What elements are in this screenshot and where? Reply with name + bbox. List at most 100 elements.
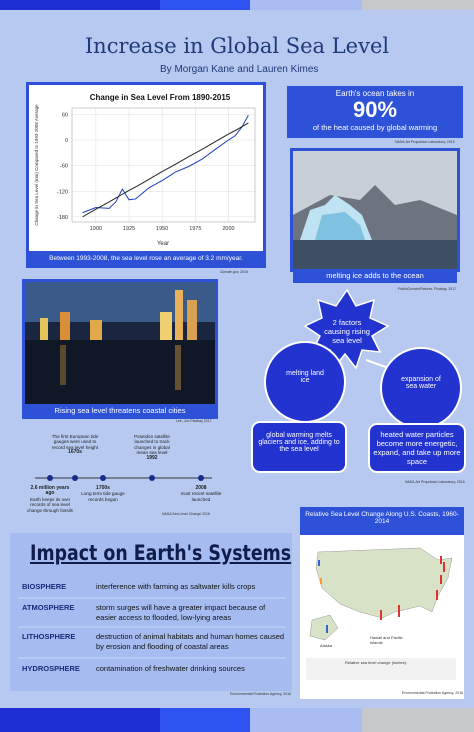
plot-frame — [71, 107, 256, 223]
map-label: Alaska — [320, 643, 333, 648]
map-legend — [306, 658, 456, 680]
stripe — [160, 708, 250, 732]
fact-box — [287, 86, 463, 138]
title: Increase in Global Sea Level — [84, 34, 390, 58]
box — [251, 421, 347, 473]
event-date: 2.6 million years ago — [30, 485, 70, 497]
factors-title: 2 factors causing rising sea level — [324, 318, 370, 345]
authors: By Morgan Kane and Lauren Kimes — [160, 64, 319, 75]
stripe — [250, 0, 362, 10]
stripe — [362, 708, 474, 732]
photo — [60, 312, 70, 340]
photo-caption: melting ice adds to the ocean — [293, 269, 457, 283]
stripe — [362, 0, 474, 10]
marker — [443, 562, 445, 572]
source: PublicDomainPictures, Pixabay, 2017 — [398, 287, 457, 291]
map-label: Hawaii and Pacific Islands — [370, 635, 403, 645]
y-tick-label: -120 — [57, 189, 68, 195]
factor: expansion of sea water — [401, 376, 441, 390]
marker — [326, 625, 328, 633]
source: Lee, Jon Pixabay 2017 — [176, 419, 212, 423]
x-tick-label: 1950 — [156, 226, 168, 232]
marker — [436, 590, 438, 600]
x-tick-label: 1900 — [90, 226, 102, 232]
sphere-name: BIOSPHERE — [22, 582, 67, 591]
photo — [25, 282, 215, 322]
map-header — [300, 507, 464, 535]
box — [368, 423, 466, 473]
fact-big: 90% — [352, 97, 398, 122]
photo — [293, 240, 457, 269]
map-us — [315, 547, 453, 619]
source: NASA Jet Propulsion Laboratory, 2016 — [405, 480, 465, 484]
photo-caption: Rising sea level threatens coastal citie… — [25, 404, 215, 417]
chart-bg — [29, 85, 263, 251]
source: Environmental Protection Agency, 2016 — [230, 692, 292, 696]
event-date: 1992 — [146, 454, 158, 461]
y-tick-label: 60 — [62, 112, 68, 118]
sphere-name: LITHOSPHERE — [22, 632, 76, 641]
event-text: Long term tide gauge records began — [81, 491, 125, 502]
chart-title: Change in Sea Level From 1890-2015 — [90, 93, 231, 102]
timeline-event: The first European tide gauges were used… — [51, 434, 99, 456]
x-tick-label: 1975 — [189, 226, 201, 232]
marker — [320, 578, 322, 584]
factor-text: global warming melts glaciers and ice, a… — [258, 432, 340, 453]
y-tick-label: -180 — [57, 215, 68, 221]
photo — [60, 345, 66, 385]
x-tick-label: 2000 — [222, 226, 234, 232]
timeline-event: 1700s Long term tide gauge records began — [79, 485, 127, 502]
factor-text: heated water particles become more energ… — [373, 430, 461, 466]
photo — [187, 300, 197, 340]
marker — [380, 610, 382, 620]
event-date: 2008 — [195, 485, 207, 491]
fact-rest: of the heat caused by global warming — [312, 123, 438, 132]
event-text: most recent satellite launched — [180, 491, 222, 502]
marker — [440, 575, 442, 584]
chart-caption: Between 1993-2008, the sea level rose an… — [29, 252, 263, 266]
event-text: Earth keeps its own records of sea level… — [27, 496, 73, 513]
event-date: 1670s — [68, 449, 82, 456]
event-text: The first European tide gauges were used… — [51, 434, 99, 450]
y-axis-label: Change in Sea Level (mm) Compared to 199… — [34, 104, 39, 226]
sphere-impact: interference with farming as saltwater k… — [96, 582, 256, 591]
map-markers — [318, 556, 445, 633]
sphere-impact: storm surges will have a greater impact … — [96, 603, 266, 622]
timeline-dot — [72, 475, 78, 481]
sphere-impact: contamination of freshwater drinking sou… — [96, 664, 245, 673]
event-text: Poseidon satellite launched to track cha… — [133, 434, 170, 456]
stripe — [160, 0, 250, 10]
y-tick-label: 0 — [65, 138, 68, 144]
timeline-dot — [149, 475, 155, 481]
stripe — [0, 0, 160, 10]
event-date: 1700s — [96, 485, 110, 491]
fact-intro: Earth's ocean takes in — [335, 89, 415, 98]
timeline-dot — [198, 475, 204, 481]
timeline-event: Poseidon satellite launched to track cha… — [128, 434, 176, 461]
source: Climate.gov, 2016 — [220, 270, 248, 274]
sphere-impact: destruction of animal habitats and human… — [96, 632, 285, 651]
impact-title: Impact on Earth's Systems — [30, 541, 292, 565]
sphere-name: ATMOSPHERE — [22, 603, 75, 612]
photo — [175, 345, 181, 390]
x-axis-label: Year — [157, 241, 169, 247]
photo — [315, 212, 365, 240]
marker — [398, 605, 400, 617]
photo — [90, 320, 102, 340]
timeline-dot — [100, 475, 106, 481]
timeline-event: 2008 most recent satellite launched — [177, 485, 225, 502]
map-alaska — [309, 614, 339, 641]
stripe — [250, 708, 362, 732]
factor: melting land ice — [286, 370, 324, 384]
impact-panel — [10, 533, 292, 691]
x-tick-label: 1925 — [123, 226, 135, 232]
photo — [25, 340, 215, 404]
sphere-name: HYDROSPHERE — [22, 664, 80, 673]
source: NASA Jet Propulsion Laboratory, 2015 — [395, 140, 455, 144]
photo — [175, 290, 183, 340]
timeline-dot — [47, 475, 53, 481]
marker — [318, 560, 320, 566]
